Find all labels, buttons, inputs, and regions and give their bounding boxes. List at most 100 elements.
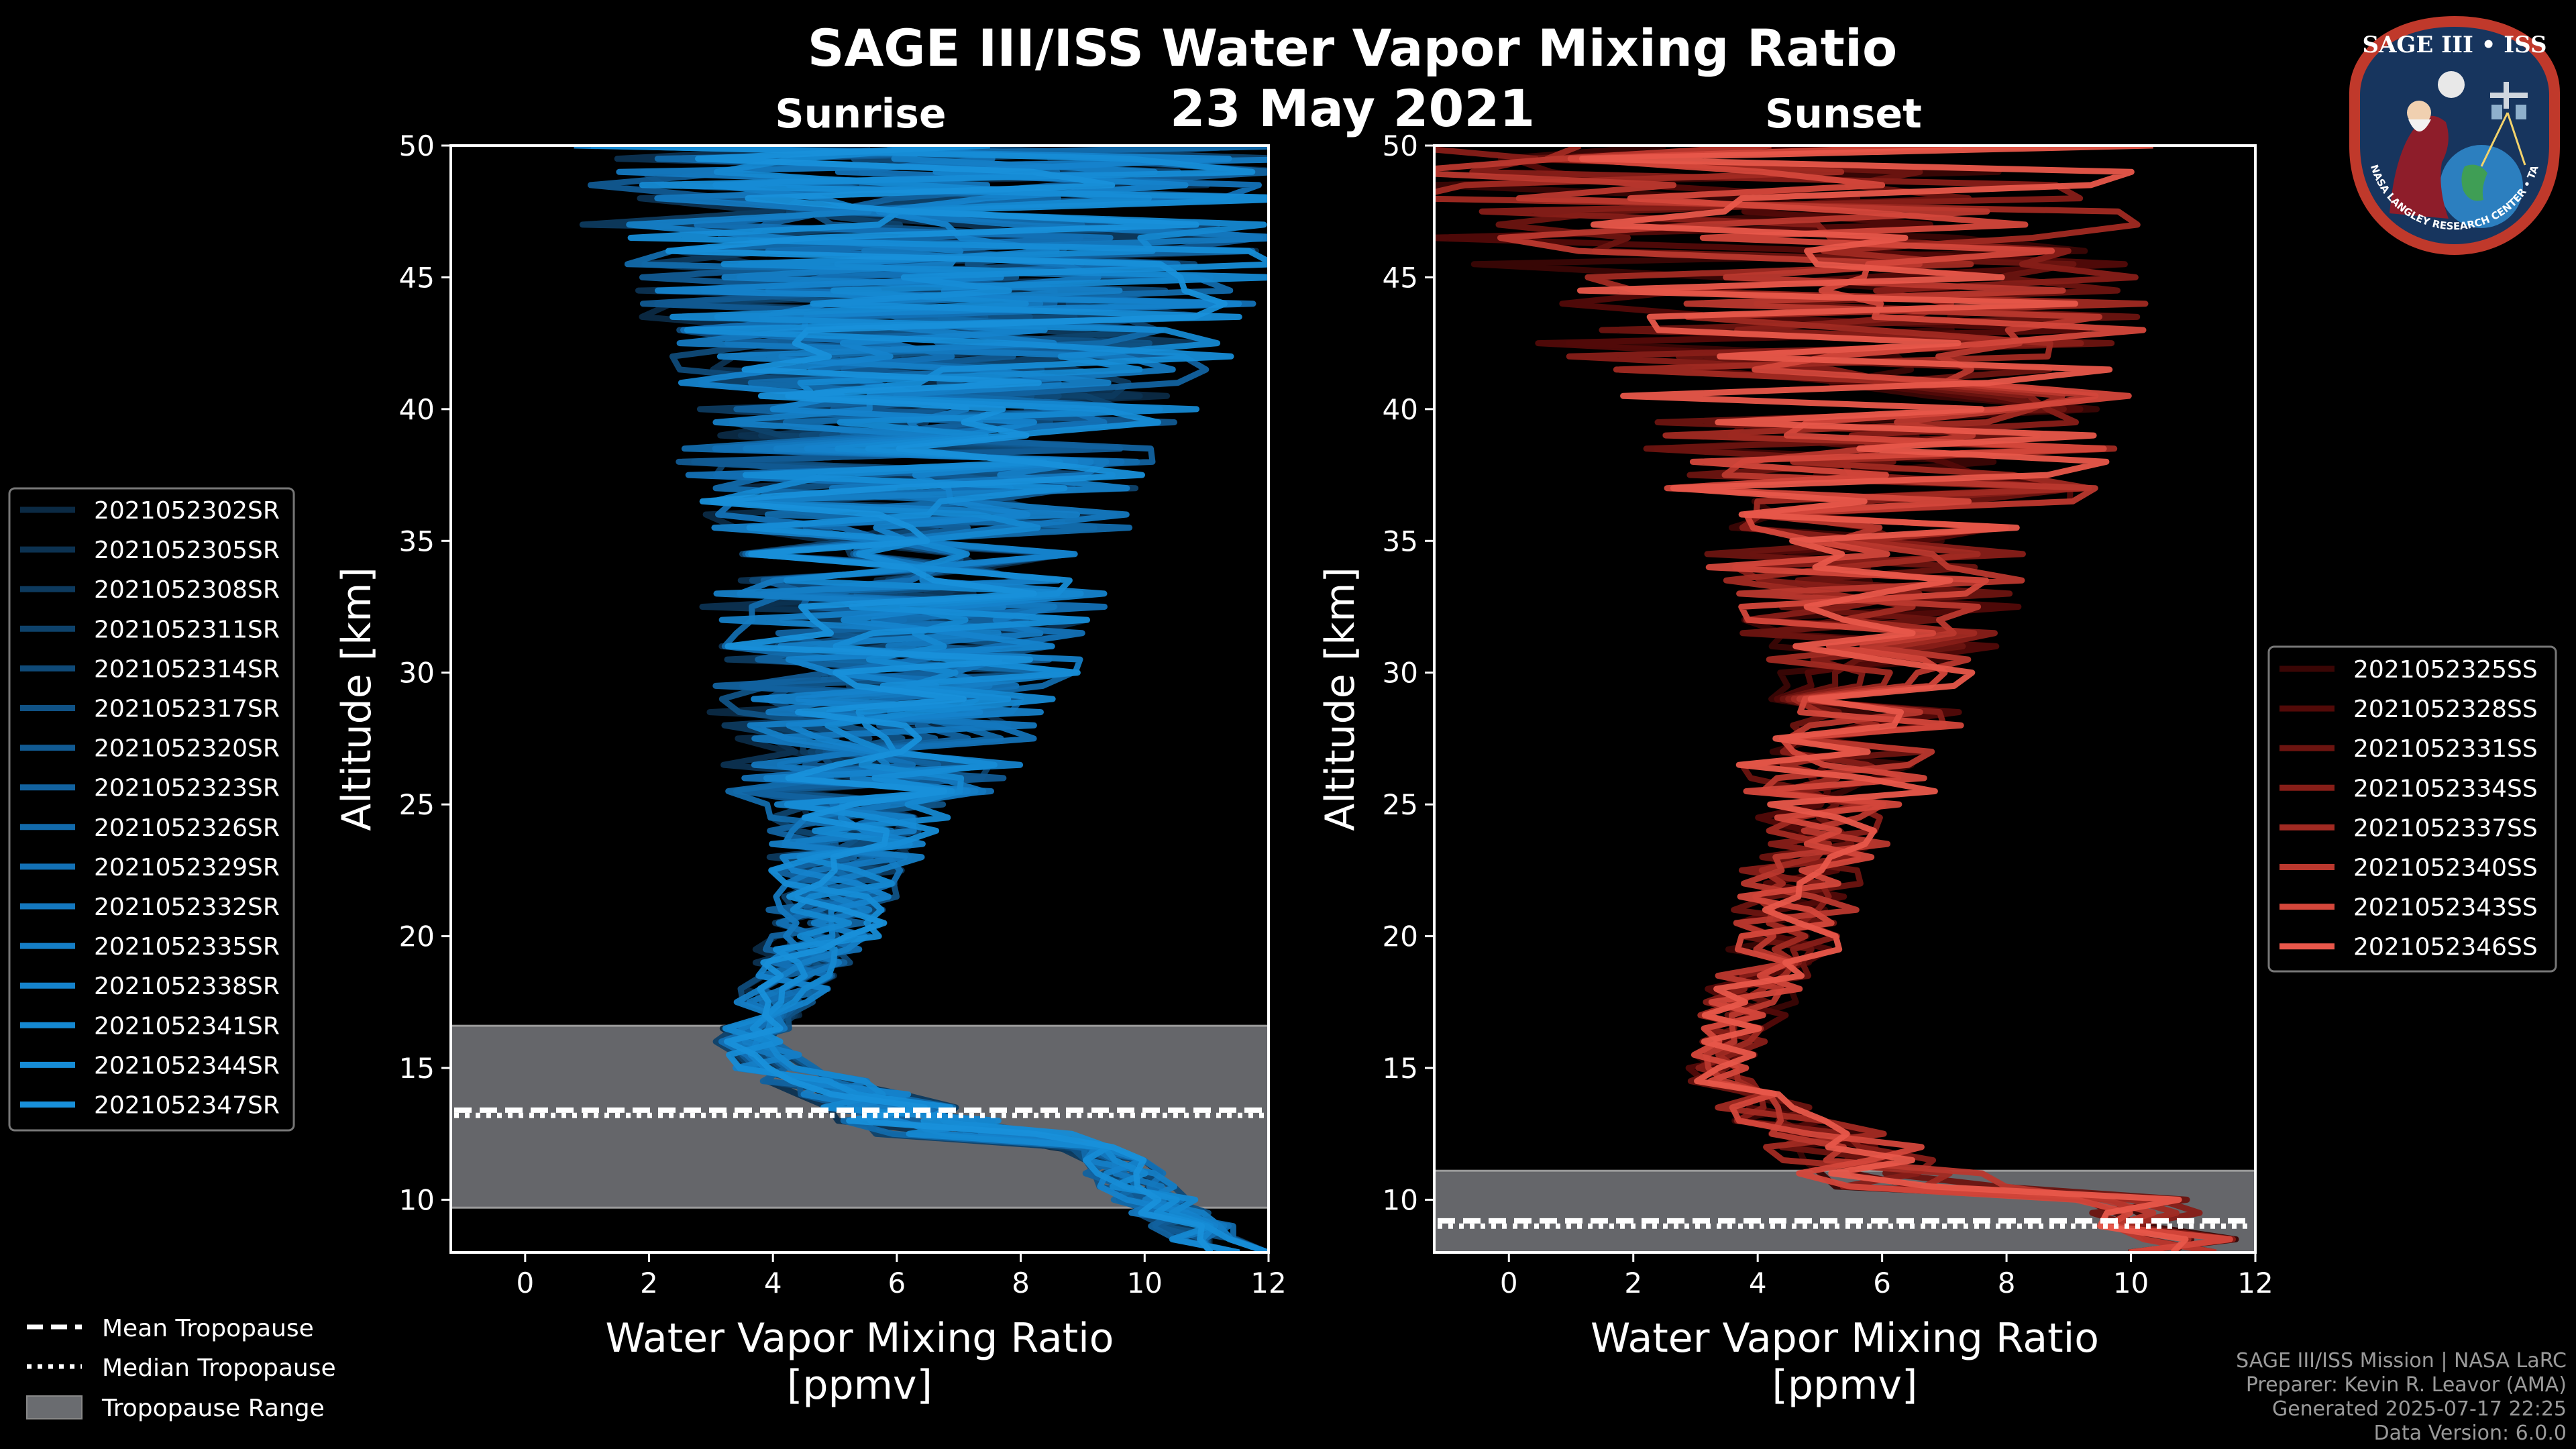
- y-tick-label: 30: [1383, 657, 1418, 690]
- x-tick-label: 4: [764, 1267, 782, 1299]
- x-axis-label: Water Vapor Mixing Ratio [ppmv]: [606, 1315, 1114, 1409]
- legend-label-2021052344SR: 2021052344SR: [94, 1052, 280, 1079]
- y-tick-label: 10: [1383, 1183, 1418, 1216]
- y-tick-label: 15: [1383, 1052, 1418, 1085]
- y-tick-label: 40: [1383, 393, 1418, 426]
- sage-iii-iss-logo: SAGE III • ISS BALL • NASA LANGLEY RESEA…: [2344, 12, 2560, 255]
- series-line-2021052341SR: [669, 146, 1269, 1252]
- scientist-figure-icon: [2390, 115, 2449, 219]
- legend-label-2021052337SS: 2021052337SS: [2353, 814, 2538, 842]
- y-tick-label: 35: [1383, 525, 1418, 557]
- mean-tropopause-label: Mean Tropopause: [102, 1315, 314, 1342]
- legend-label-2021052311SR: 2021052311SR: [94, 616, 280, 643]
- series-line-2021052334SS: [1434, 146, 2237, 1252]
- y-tick-label: 20: [399, 920, 435, 953]
- sunset-legend-frame: [2267, 645, 2557, 973]
- legend-label-2021052334SS: 2021052334SS: [2353, 775, 2538, 802]
- y-tick-label: 45: [1383, 261, 1418, 294]
- legend-label-2021052323SR: 2021052323SR: [94, 775, 280, 802]
- tropopause-range-label: Tropopause Range: [101, 1395, 325, 1422]
- legend-label-2021052343SS: 2021052343SS: [2353, 894, 2538, 922]
- sunset-panel: 0 2 4 6 8 10 12 10 15 20 25 30 35 40 45 50 Water Vapor M…: [1317, 129, 2273, 1409]
- series-line-2021052343SS: [1567, 146, 2233, 1252]
- x-tick-label: 6: [1873, 1267, 1891, 1299]
- series-line-2021052344SR: [590, 146, 1269, 1252]
- axes-frame: [449, 144, 1270, 1254]
- axes-frame: [1433, 144, 2257, 1254]
- x-axis-label-line: [ppmv]: [787, 1362, 932, 1409]
- series-line-2021052346SS: [1577, 146, 2189, 1252]
- x-tick-label: 12: [1250, 1267, 1286, 1299]
- x-tick-label: 8: [1012, 1267, 1030, 1299]
- x-tick-label: 0: [516, 1267, 534, 1299]
- tropopause-legend: Mean Tropopause Median Tropopause Tropop…: [26, 1315, 336, 1422]
- profile-lines: [574, 146, 1269, 1252]
- y-tick-label: 45: [399, 261, 435, 294]
- y-tick-label: 40: [399, 393, 435, 426]
- legend-label-2021052332SR: 2021052332SR: [94, 894, 280, 921]
- y-tick-label: 30: [399, 657, 435, 690]
- median-tropopause-label: Median Tropopause: [102, 1354, 336, 1382]
- legend-label-2021052314SR: 2021052314SR: [94, 655, 280, 683]
- y-tick-label: 50: [1383, 129, 1418, 162]
- chart-date: 23 May 2021: [1170, 78, 1535, 138]
- footer-line-4: Data Version: 6.0.0: [2374, 1421, 2567, 1445]
- x-tick-label: 10: [1127, 1267, 1163, 1299]
- x-tick-label: 0: [1500, 1267, 1518, 1299]
- legend-label-2021052308SR: 2021052308SR: [94, 576, 280, 604]
- legend-label-2021052331SS: 2021052331SS: [2353, 735, 2538, 763]
- sunrise-subtitle: Sunrise: [775, 91, 946, 138]
- x-axis-label: Water Vapor Mixing Ratio [ppmv]: [1591, 1315, 2099, 1409]
- legend-label-2021052346SS: 2021052346SS: [2353, 934, 2538, 961]
- x-tick-label: 2: [640, 1267, 658, 1299]
- chart-title: SAGE III/ISS Water Vapor Mixing Ratio: [808, 18, 1898, 78]
- x-tick-label: 10: [2113, 1267, 2149, 1299]
- x-tick-label: 6: [888, 1267, 906, 1299]
- sunrise-panel: 0 2 4 6 8 10 12 10 15 20 25 30 35 40 45 50 Water Vapor M…: [333, 129, 1287, 1409]
- x-axis-label-line: Water Vapor Mixing Ratio: [1591, 1315, 2099, 1362]
- footer-line-3: Generated 2025-07-17 22:25: [2272, 1397, 2567, 1421]
- y-tick-label: 10: [399, 1183, 435, 1216]
- x-tick-label: 12: [2237, 1267, 2273, 1299]
- y-tick-label: 15: [399, 1052, 435, 1085]
- y-tick-label: 25: [399, 788, 435, 821]
- sunrise-legend-entries: 2021052302SR 2021052305SR 2021052308SR 2021…: [20, 497, 280, 1120]
- tropopause-range-swatch: [26, 1395, 83, 1419]
- y-tick-label: 25: [1383, 788, 1418, 821]
- logo-title: SAGE III • ISS: [2362, 32, 2546, 58]
- x-tick-label: 2: [1624, 1267, 1642, 1299]
- y-tick-label: 35: [399, 525, 435, 557]
- legend-label-2021052317SR: 2021052317SR: [94, 696, 280, 723]
- legend-label-2021052302SR: 2021052302SR: [94, 497, 280, 525]
- footer: SAGE III/ISS Mission | NASA LaRC Prepare…: [2236, 1349, 2567, 1445]
- sunset-legend-entries: 2021052325SS 2021052328SS 2021052331SS 2021…: [2279, 656, 2538, 961]
- sunrise-legend: 2021052302SR 2021052305SR 2021052308SR 2021…: [8, 487, 295, 1132]
- x-axis-label-line: Water Vapor Mixing Ratio: [606, 1315, 1114, 1362]
- series-line-2021052340SS: [1434, 146, 2217, 1252]
- legend-label-2021052340SS: 2021052340SS: [2353, 855, 2538, 882]
- legend-label-2021052338SR: 2021052338SR: [94, 973, 280, 1000]
- legend-label-2021052326SR: 2021052326SR: [94, 814, 280, 842]
- x-tick-label: 8: [1998, 1267, 2016, 1299]
- y-tick-label: 50: [399, 129, 435, 162]
- legend-label-2021052335SR: 2021052335SR: [94, 933, 280, 961]
- legend-label-2021052341SR: 2021052341SR: [94, 1012, 280, 1040]
- legend-label-2021052347SR: 2021052347SR: [94, 1092, 280, 1120]
- legend-label-2021052328SS: 2021052328SS: [2353, 696, 2538, 723]
- sunset-subtitle: Sunset: [1765, 91, 1922, 138]
- sunrise-legend-frame: [8, 487, 295, 1132]
- footer-line-1: SAGE III/ISS Mission | NASA LaRC: [2236, 1349, 2567, 1373]
- legend-label-2021052325SS: 2021052325SS: [2353, 656, 2538, 684]
- x-tick-label: 4: [1749, 1267, 1767, 1299]
- footer-line-2: Preparer: Kevin R. Leavor (AMA): [2246, 1373, 2567, 1397]
- profile-lines: [1434, 146, 2239, 1252]
- legend-label-2021052305SR: 2021052305SR: [94, 537, 280, 564]
- legend-label-2021052320SR: 2021052320SR: [94, 735, 280, 763]
- y-axis-label: Altitude [km]: [333, 567, 380, 831]
- legend-label-2021052329SR: 2021052329SR: [94, 854, 280, 881]
- y-tick-label: 20: [1383, 920, 1418, 953]
- sunset-legend: 2021052325SS 2021052328SS 2021052331SS 2021…: [2267, 645, 2557, 973]
- series-line-2021052347SR: [665, 146, 1228, 1252]
- moon-icon: [2438, 71, 2465, 98]
